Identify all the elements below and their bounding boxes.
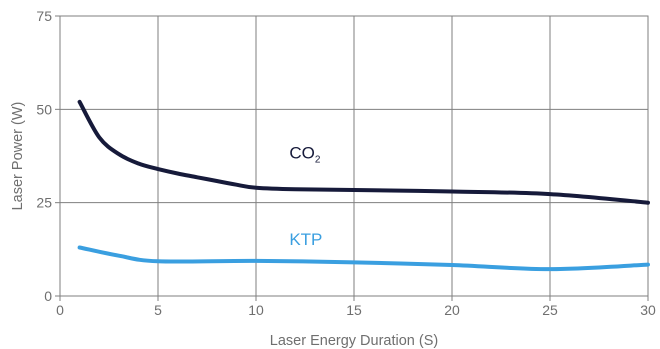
x-tick-label: 20 bbox=[444, 302, 460, 318]
x-axis-ticks: 0 5 10 15 20 25 30 bbox=[56, 296, 656, 318]
y-axis-ticks: 0 25 50 75 bbox=[36, 8, 60, 304]
y-tick-label: 25 bbox=[36, 195, 52, 211]
y-tick-label: 50 bbox=[36, 101, 52, 117]
series-label-co2: CO2 bbox=[289, 144, 321, 166]
x-tick-label: 0 bbox=[56, 302, 64, 318]
series-label-co2-subscript: 2 bbox=[315, 155, 321, 166]
grid-lines bbox=[60, 16, 648, 296]
series-label-co2-main: CO bbox=[289, 144, 315, 163]
series-label-ktp: KTP bbox=[289, 230, 322, 249]
x-tick-label: 15 bbox=[346, 302, 362, 318]
y-axis-label: Laser Power (W) bbox=[10, 102, 26, 211]
x-tick-label: 25 bbox=[542, 302, 558, 318]
x-tick-label: 10 bbox=[248, 302, 264, 318]
x-tick-label: 30 bbox=[640, 302, 656, 318]
series-lines bbox=[77, 99, 650, 272]
series-line-co bbox=[77, 99, 650, 205]
y-tick-label: 75 bbox=[36, 8, 52, 24]
y-tick-label: 0 bbox=[44, 288, 52, 304]
series-line-ktp bbox=[77, 245, 650, 272]
x-axis-label: Laser Energy Duration (S) bbox=[270, 333, 438, 349]
x-tick-label: 5 bbox=[154, 302, 162, 318]
